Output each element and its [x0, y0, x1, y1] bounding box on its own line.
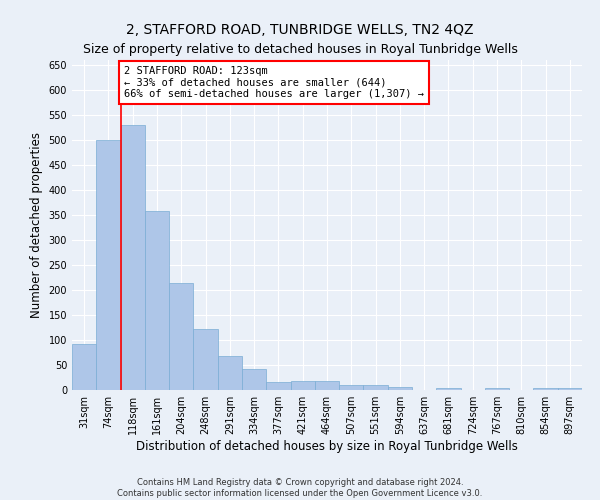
- Bar: [121, 125, 145, 390]
- Text: Contains HM Land Registry data © Crown copyright and database right 2024.
Contai: Contains HM Land Registry data © Crown c…: [118, 478, 482, 498]
- Bar: [266, 382, 290, 390]
- Text: Size of property relative to detached houses in Royal Tunbridge Wells: Size of property relative to detached ho…: [83, 42, 517, 56]
- X-axis label: Distribution of detached houses by size in Royal Tunbridge Wells: Distribution of detached houses by size …: [136, 440, 518, 453]
- Bar: [72, 344, 96, 390]
- Bar: [339, 385, 364, 390]
- Bar: [485, 388, 509, 390]
- Text: 2 STAFFORD ROAD: 123sqm
← 33% of detached houses are smaller (644)
66% of semi-d: 2 STAFFORD ROAD: 123sqm ← 33% of detache…: [124, 66, 424, 99]
- Y-axis label: Number of detached properties: Number of detached properties: [30, 132, 43, 318]
- Bar: [145, 211, 169, 390]
- Text: 2, STAFFORD ROAD, TUNBRIDGE WELLS, TN2 4QZ: 2, STAFFORD ROAD, TUNBRIDGE WELLS, TN2 4…: [126, 22, 474, 36]
- Bar: [242, 369, 266, 390]
- Bar: [315, 381, 339, 390]
- Bar: [558, 388, 582, 390]
- Bar: [96, 140, 121, 390]
- Bar: [218, 356, 242, 390]
- Bar: [436, 388, 461, 390]
- Bar: [193, 329, 218, 390]
- Bar: [388, 386, 412, 390]
- Bar: [290, 381, 315, 390]
- Bar: [364, 384, 388, 390]
- Bar: [169, 283, 193, 390]
- Bar: [533, 388, 558, 390]
